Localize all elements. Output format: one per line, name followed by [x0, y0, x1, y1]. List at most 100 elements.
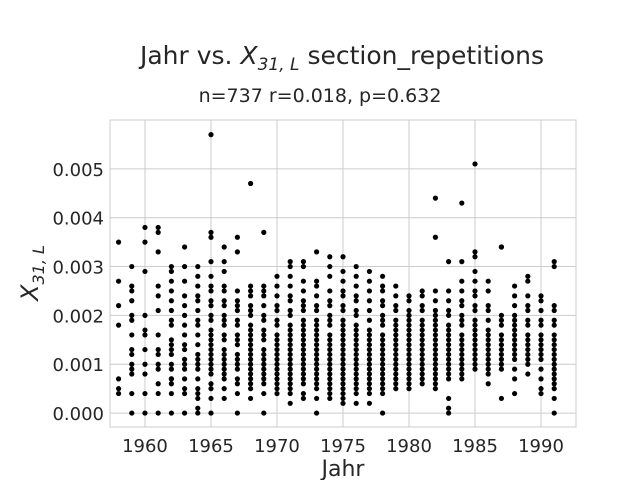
data-point — [353, 386, 359, 392]
data-point — [168, 298, 174, 304]
data-point — [221, 361, 227, 367]
data-point — [538, 366, 544, 372]
data-point — [353, 351, 359, 358]
data-point — [525, 293, 531, 299]
data-point — [406, 337, 412, 343]
data-point — [432, 376, 439, 382]
data-point — [340, 293, 346, 299]
data-point — [393, 293, 399, 299]
data-point — [366, 346, 372, 353]
data-point — [366, 298, 372, 304]
data-point — [129, 298, 135, 304]
data-point — [314, 303, 320, 309]
data-point — [538, 342, 544, 348]
data-point — [472, 356, 478, 362]
data-point — [247, 303, 254, 309]
data-point — [472, 307, 478, 314]
data-point — [525, 371, 531, 377]
data-point — [340, 371, 346, 377]
data-point — [142, 390, 148, 397]
data-point — [446, 405, 452, 411]
data-point — [155, 283, 161, 289]
data-point — [155, 390, 161, 397]
data-point — [261, 283, 267, 289]
plot-area — [109, 119, 577, 428]
data-point — [432, 288, 439, 294]
data-point — [327, 337, 333, 343]
data-point — [340, 332, 346, 338]
data-point — [181, 361, 188, 367]
data-point — [380, 312, 386, 318]
data-point — [300, 376, 306, 382]
data-point — [551, 322, 557, 328]
data-point — [247, 307, 254, 314]
data-point — [419, 376, 425, 382]
data-point — [261, 346, 267, 353]
data-point — [142, 410, 148, 416]
data-point — [472, 288, 478, 294]
data-point — [551, 356, 557, 362]
data-point — [419, 366, 425, 372]
data-point — [366, 351, 372, 358]
data-point — [485, 361, 491, 367]
data-point — [234, 249, 240, 255]
data-point — [314, 307, 320, 314]
data-point — [195, 322, 201, 328]
data-point — [366, 386, 372, 392]
data-point — [247, 283, 254, 289]
data-point — [419, 332, 425, 338]
data-point — [340, 268, 346, 275]
data-point — [406, 312, 412, 318]
data-point — [168, 361, 174, 367]
data-point — [181, 376, 188, 382]
data-point — [208, 303, 214, 309]
data-point — [485, 307, 491, 314]
data-point — [432, 332, 439, 338]
data-point — [287, 361, 293, 367]
data-point — [393, 337, 399, 343]
data-point — [498, 356, 505, 362]
data-point — [314, 293, 320, 299]
data-point — [274, 337, 280, 343]
data-point — [512, 303, 518, 309]
data-point — [195, 376, 201, 382]
data-point — [380, 303, 386, 309]
data-point — [472, 327, 478, 333]
data-point — [142, 224, 148, 231]
data-point — [485, 317, 491, 323]
data-point — [512, 351, 518, 358]
data-point — [538, 298, 544, 304]
x-tick-label: 1985 — [452, 436, 498, 457]
data-point — [142, 239, 148, 245]
data-point — [340, 386, 346, 392]
data-point — [247, 371, 254, 377]
data-point — [353, 361, 359, 367]
data-point — [168, 278, 174, 284]
data-point — [208, 132, 214, 138]
data-point — [287, 381, 293, 387]
data-point — [168, 342, 174, 348]
data-point — [459, 317, 465, 323]
data-point — [300, 263, 306, 270]
data-point — [432, 234, 439, 240]
data-point — [485, 351, 491, 358]
data-point — [393, 356, 399, 362]
data-point — [208, 371, 214, 377]
data-point — [168, 288, 174, 294]
data-point — [129, 346, 135, 353]
data-point — [234, 322, 240, 328]
data-point — [406, 386, 412, 392]
data-point — [446, 307, 452, 314]
data-point — [472, 268, 478, 275]
data-point — [327, 366, 333, 372]
data-point — [353, 307, 359, 314]
data-point — [261, 381, 267, 387]
data-point — [234, 288, 240, 294]
y-axis-label: X31, L — [16, 245, 48, 303]
data-point — [181, 293, 188, 299]
data-point — [327, 298, 333, 304]
data-point — [353, 337, 359, 343]
data-point — [300, 371, 306, 377]
data-point — [327, 273, 333, 279]
data-point — [472, 254, 478, 260]
